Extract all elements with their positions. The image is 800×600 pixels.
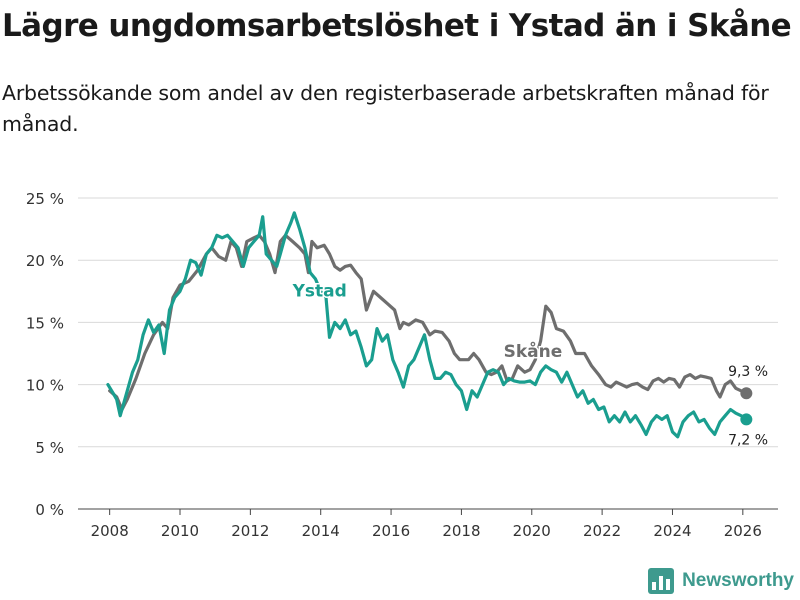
x-tick-label: 2020 xyxy=(513,522,551,540)
axes: 0 % 5 % 10 % 15 % 20 % 25 % 2008 2010 2012 2014 20… xyxy=(26,190,778,540)
end-value-label-skane: 9,3 % xyxy=(728,364,768,380)
series-lines xyxy=(106,211,753,439)
y-tick-label: 10 % xyxy=(26,377,64,395)
x-tick-label: 2008 xyxy=(91,522,129,540)
y-tick-label: 5 % xyxy=(35,439,64,457)
brand-name: Newsworthy xyxy=(682,570,794,591)
series-label-ystad: Ystad xyxy=(292,281,347,301)
y-tick-label: 25 % xyxy=(26,190,64,208)
series-labels: Skåne 9,3 % Ystad 7,2 % xyxy=(290,280,768,449)
bar-chart-logo-icon xyxy=(648,568,675,594)
end-point-skane xyxy=(740,387,753,400)
series-line-ystad xyxy=(106,211,748,439)
chart-subtitle: Arbetssökande som andel av den registerb… xyxy=(2,81,769,136)
chart-title: Lägre ungdomsarbetslöshet i Ystad än i S… xyxy=(2,8,792,44)
end-point-ystad xyxy=(740,413,753,426)
y-tick-label: 20 % xyxy=(26,252,64,270)
series-label-skane: Skåne xyxy=(504,340,563,362)
end-value-label-ystad: 7,2 % xyxy=(728,432,768,448)
series-line-skane xyxy=(108,233,748,412)
x-tick-label: 2014 xyxy=(302,522,340,540)
x-tick-label: 2018 xyxy=(442,522,480,540)
y-tick-label: 0 % xyxy=(35,501,64,519)
x-tick-label: 2010 xyxy=(161,522,199,540)
x-tick-label: 2012 xyxy=(231,522,269,540)
gridlines xyxy=(78,197,778,448)
newsworthy-logo: Newsworthy xyxy=(648,568,794,594)
x-tick-label: 2024 xyxy=(653,522,691,540)
x-tick-label: 2016 xyxy=(372,522,410,540)
x-tick-label: 2022 xyxy=(583,522,621,540)
y-tick-label: 15 % xyxy=(26,314,64,332)
x-tick-label: 2026 xyxy=(724,522,762,540)
